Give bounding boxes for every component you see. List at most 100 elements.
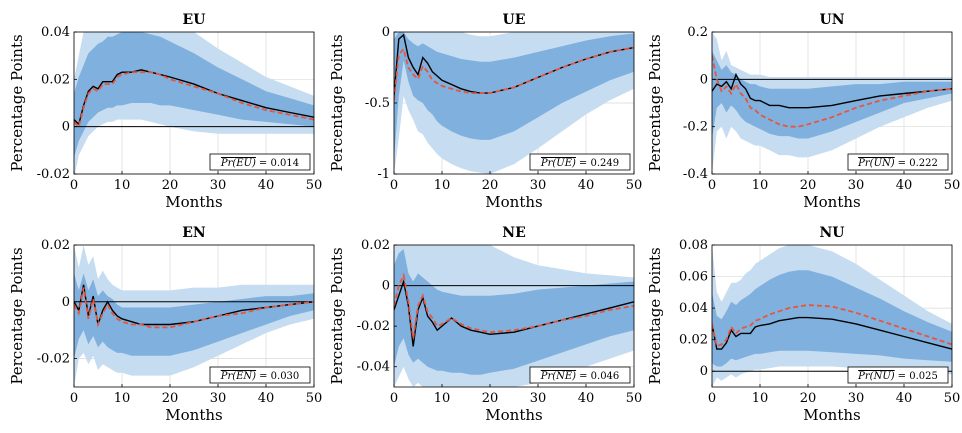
x-tick-label: 0 [390,178,398,193]
x-tick-label: 40 [258,391,275,406]
x-tick-label: 40 [578,178,595,193]
y-tick-label: 0 [382,279,390,294]
x-tick-label: 20 [482,391,499,406]
y-tick-label: -0.2 [683,120,708,135]
y-tick-label: -0.02 [357,319,390,334]
x-axis-label: Months [485,406,542,424]
y-tick-label: 0 [62,120,70,135]
x-tick-label: 20 [162,178,179,193]
x-axis-label: Months [165,193,222,211]
x-tick-label: 50 [626,178,643,193]
x-tick-label: 0 [708,391,716,406]
probability-value: = 0.014 [259,158,299,169]
x-tick-label: 30 [530,391,547,406]
x-tick-label: 20 [162,391,179,406]
x-tick-label: 30 [210,391,227,406]
y-axis-label: Percentage Points [646,34,664,171]
chart-title: UE [503,12,526,28]
y-tick-label: -0.4 [683,167,708,182]
x-tick-label: 40 [896,178,913,193]
probability-value: = 0.222 [898,158,938,169]
inner-credible-band [74,273,314,359]
probability-box [209,153,311,171]
x-tick-label: 10 [434,391,451,406]
x-tick-label: 50 [626,391,643,406]
x-tick-label: 50 [944,178,961,193]
mean-line [712,55,952,128]
y-tick-label: -0.02 [37,352,70,367]
x-axis-label: Months [485,193,542,211]
probability-label: Pr(UN) [857,158,895,169]
y-tick-label: 0 [62,295,70,310]
probability-box [209,366,311,384]
chart-title: EU [183,12,206,28]
y-tick-label: 0.04 [41,25,70,40]
median-line [712,316,952,350]
y-tick-label: -0.02 [37,167,70,182]
plot-area [394,32,634,174]
x-tick-label: 10 [752,178,769,193]
y-axis-label: Percentage Points [328,247,346,384]
probability-box [529,153,631,171]
y-tick-label: -1 [377,167,390,182]
inner-credible-band [712,50,952,139]
mean-line [74,71,314,129]
x-tick-label: 20 [800,391,817,406]
panel-eu: 0 10 20 30 40 50-0.0200.020.04EUMonthsPercent… [8,12,322,211]
plot-area [712,245,952,387]
panel-nu: 0 10 20 30 40 50 0 0.02 0.04 0.06 0.08 NU Months Perc… [646,225,960,424]
panel-en: 0 10 20 30 40 50 -0.02 0 0.02 EN Months Percentage … [8,225,322,424]
probability-annotation: Pr(EN) = 0.030 [220,371,300,382]
x-tick-label: 30 [848,391,865,406]
probability-annotation: Pr(UE) = 0.249 [540,158,619,169]
axes-frame [711,31,953,175]
y-tick-label: 0.06 [679,270,708,285]
x-tick-label: 0 [390,391,398,406]
y-tick-label: -0.04 [357,360,390,375]
x-tick-label: 40 [896,391,913,406]
y-tick-label: -0.5 [365,96,390,111]
probability-annotation: Pr(NE) = 0.046 [540,371,620,382]
probability-box [847,153,949,171]
y-axis-label: Percentage Points [646,247,664,384]
y-axis-label: Percentage Points [8,34,26,171]
probability-label: Pr(NU) [857,371,895,382]
y-axis-label: Percentage Points [328,34,346,171]
x-tick-label: 50 [306,391,323,406]
chart-title: NU [819,225,844,241]
x-tick-label: 10 [114,178,131,193]
mean-line [394,46,634,101]
probability-value: = 0.046 [579,371,619,382]
x-tick-label: 10 [752,391,769,406]
y-tick-label: 0.08 [679,238,708,253]
plot-area [74,32,314,174]
panel-ne: 0 10 20 30 40 50 -0.04 -0.02 0 0.02 NE Months Percen… [328,225,642,424]
probability-annotation: Pr(EU) = 0.014 [220,158,299,169]
chart-title: NE [502,225,525,241]
probability-annotation: Pr(NU) = 0.025 [857,371,938,382]
plot-area [74,245,314,387]
y-tick-label: 0.02 [41,238,70,253]
y-axis-label: Percentage Points [8,247,26,384]
probability-label: Pr(NE) [540,371,576,382]
axes-frame [393,244,635,388]
probability-value: = 0.025 [898,371,938,382]
y-tick-label: 0.02 [361,238,390,253]
y-tick-label: 0 [382,25,390,40]
chart-title: UN [819,12,844,28]
y-tick-label: 0 [700,364,708,379]
x-tick-label: 40 [258,178,275,193]
chart-title: EN [182,225,206,241]
probability-box [529,366,631,384]
probability-label: Pr(EU) [220,158,256,169]
panel-ue: 0 10 20 30 40 50 -1 -0.5 0 UE Months Percentage Poi… [328,12,642,211]
probability-box [847,366,949,384]
inner-credible-band [74,32,314,158]
x-tick-label: 0 [708,178,716,193]
median-line [712,72,952,109]
y-tick-label: 0.02 [679,333,708,348]
y-tick-label: 0.04 [679,301,708,316]
x-axis-label: Months [165,406,222,424]
x-tick-label: 30 [848,178,865,193]
